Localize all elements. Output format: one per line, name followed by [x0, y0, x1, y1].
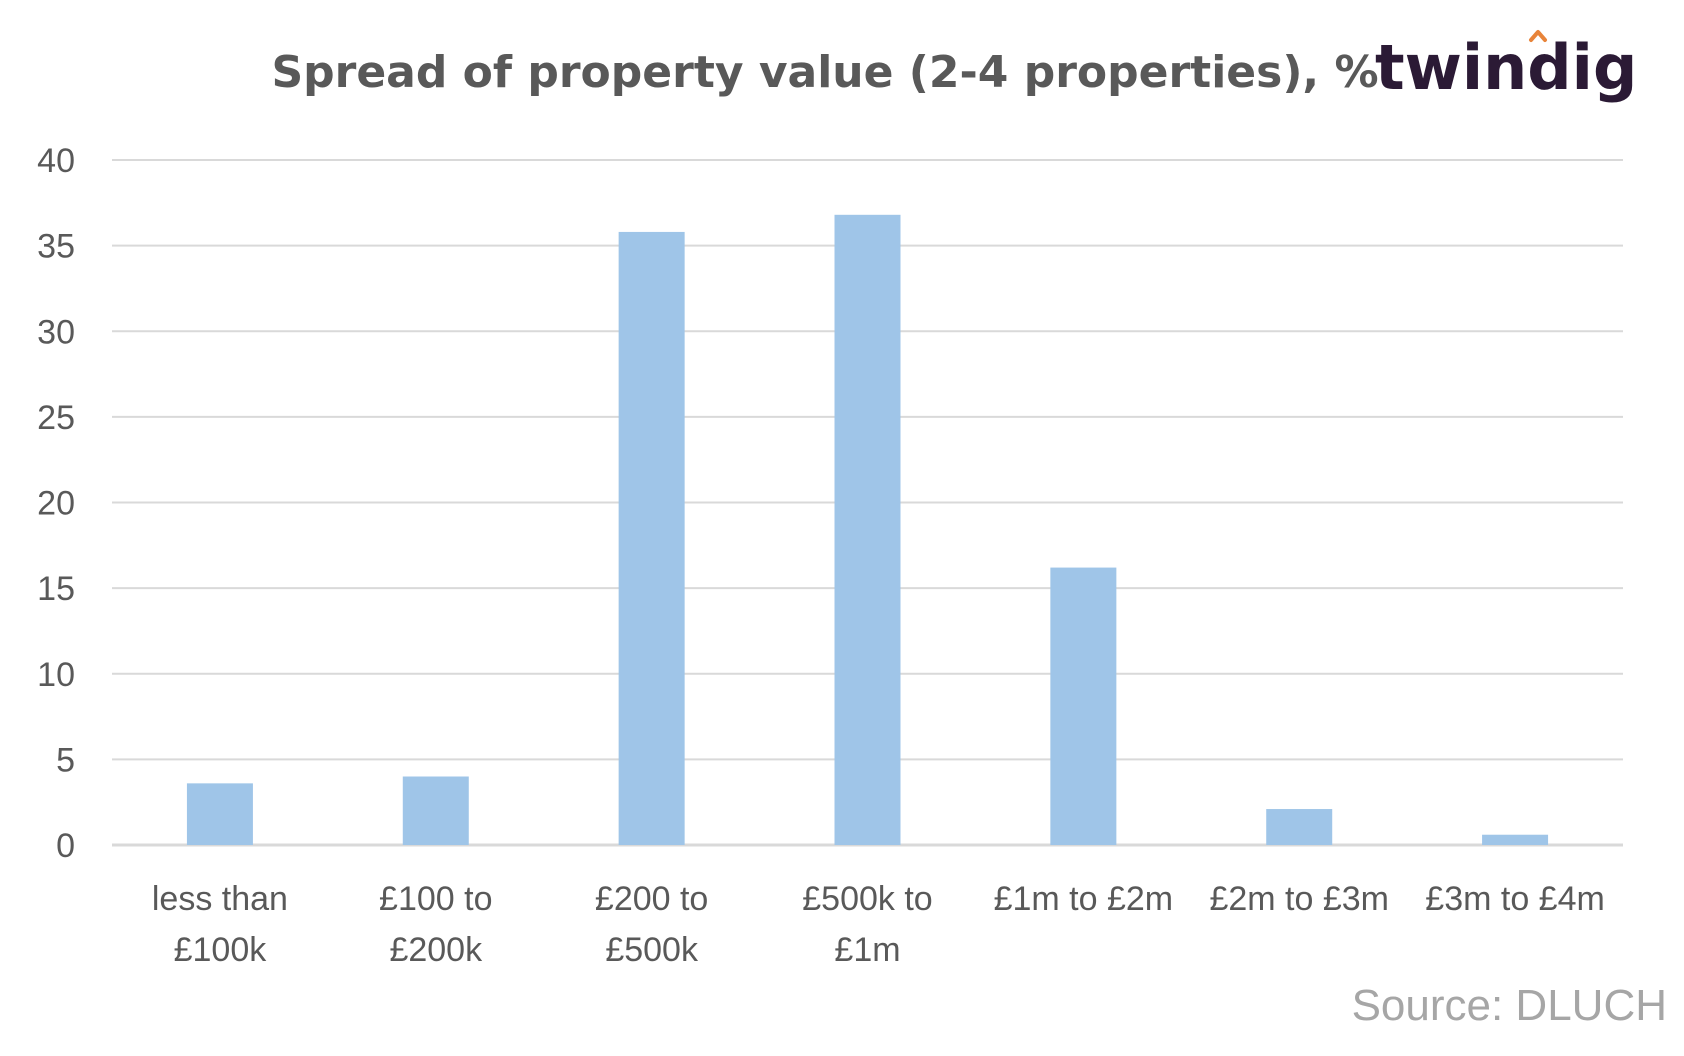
- brand-accent-caret: [1529, 30, 1547, 42]
- y-tick-label: 25: [37, 399, 75, 437]
- y-axis-ticks: 0 5 10 15 20 25 30 35 40: [37, 142, 75, 865]
- source-note: Source: DLUCH: [1352, 981, 1667, 1030]
- brand-wordmark: twindig: [1375, 31, 1637, 104]
- y-tick-label: 10: [37, 656, 75, 694]
- y-tick-label: 15: [37, 570, 75, 608]
- x-category-label: £1m: [834, 931, 900, 969]
- x-category-label: £100 to: [379, 880, 492, 918]
- bar: [402, 776, 469, 845]
- chart-title: Spread of property value (2-4 properties…: [271, 47, 1378, 98]
- bar: [186, 783, 253, 845]
- y-tick-label: 40: [37, 142, 75, 180]
- y-tick-label: 35: [37, 228, 75, 266]
- bar: [1482, 834, 1549, 845]
- x-category-label: £3m to £4m: [1425, 880, 1605, 918]
- x-category-label: £500k: [605, 931, 699, 969]
- x-category-label: £100k: [174, 931, 268, 969]
- bars: [186, 214, 1549, 846]
- x-category-label: £1m to £2m: [994, 880, 1174, 918]
- y-tick-label: 0: [56, 827, 75, 865]
- y-tick-label: 20: [37, 485, 75, 523]
- x-category-label: less than: [152, 880, 288, 918]
- bar: [1266, 809, 1333, 845]
- y-tick-label: 30: [37, 313, 75, 351]
- brand-logo: twindig: [1375, 30, 1637, 104]
- bar: [834, 214, 901, 846]
- x-category-label: £200 to: [595, 880, 708, 918]
- bar: [618, 231, 685, 846]
- x-axis-labels: less than £100k £100 to £200k £200 to £500k £5…: [152, 880, 1605, 969]
- x-category-label: £2m to £3m: [1209, 880, 1389, 918]
- bar: [1050, 567, 1117, 845]
- x-category-label: £500k to: [802, 880, 932, 918]
- y-tick-label: 5: [56, 741, 75, 779]
- x-category-label: £200k: [389, 931, 483, 969]
